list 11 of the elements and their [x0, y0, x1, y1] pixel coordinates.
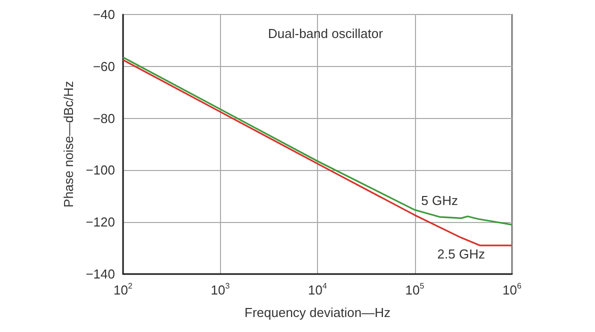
y-tick-label: −80	[92, 110, 115, 126]
series-label: 5 GHz	[421, 192, 458, 208]
text: Dual-band oscillator	[268, 26, 384, 41]
y-tick-label: −120	[86, 214, 115, 230]
y-axis-title: Phase noise—dBc/Hz	[60, 81, 76, 208]
series-label: 2.5 GHz	[437, 246, 485, 262]
x-axis-title: Frequency deviation—Hz	[244, 305, 390, 320]
y-tick-label: −140	[86, 266, 115, 282]
y-tick-label: −100	[86, 162, 115, 178]
y-tick-label: −60	[92, 58, 115, 74]
y-tick-label: −40	[92, 7, 115, 22]
